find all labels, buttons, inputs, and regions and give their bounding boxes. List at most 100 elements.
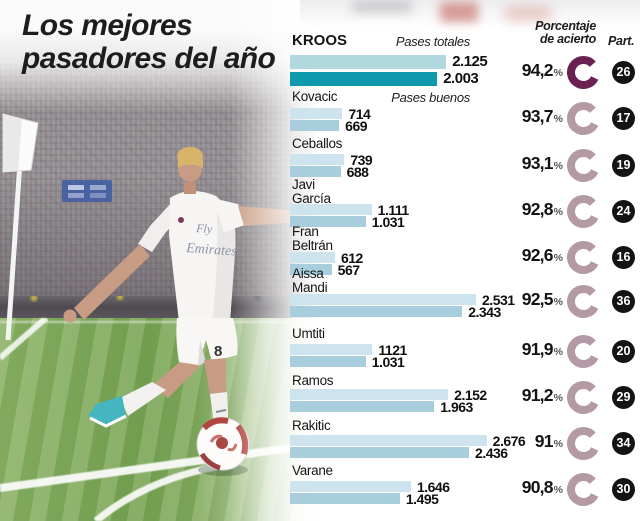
accuracy-value: 92,6% [521, 245, 563, 265]
pases-buenos-bar [290, 356, 366, 367]
pases-buenos-bar [290, 401, 435, 412]
pases-buenos-value: 2.003 [443, 70, 479, 87]
pases-buenos-value: 567 [337, 261, 360, 278]
player-name: Varane [292, 464, 333, 478]
title-line1: Los mejores [22, 9, 193, 42]
percent-sign: % [553, 113, 563, 125]
player-name-line: Ramos [292, 373, 334, 388]
pases-totales-value: 1.646 [416, 478, 450, 495]
pases-totales-bar [290, 344, 373, 355]
percent-sign: % [553, 392, 563, 404]
accuracy-ring-icon [567, 101, 599, 135]
background-artifact [440, 2, 478, 22]
percent-sign: % [553, 252, 563, 264]
accuracy-value: 91,2% [521, 385, 563, 405]
player-name: Aissa Mandi [292, 266, 328, 295]
page-title: Los mejores pasadores del año [22, 9, 276, 75]
legend-pases-buenos: Pases buenos [391, 90, 470, 105]
player-name-line: Mandi [292, 279, 328, 295]
pases-totales-value: 612 [340, 249, 363, 266]
background-artifact [505, 6, 551, 21]
appearances-badge: 34 [612, 431, 635, 455]
accuracy-ring-icon [567, 194, 599, 228]
percent-sign: % [553, 160, 563, 172]
player-name-line: Kovacic [292, 89, 338, 104]
pases-totales-value: 2.676 [492, 432, 526, 449]
player-name-line: Umtiti [292, 326, 325, 341]
corner-flag [2, 113, 39, 341]
player-photo: 8 Fly Emirates [0, 0, 320, 521]
background-artifact [352, 0, 412, 13]
accuracy-ring-icon [567, 472, 599, 506]
pases-totales-bar [290, 435, 487, 446]
pases-totales-value: 1.111 [377, 201, 410, 218]
percent-sign: % [553, 484, 563, 496]
accuracy-ring-icon [567, 380, 599, 414]
pases-buenos-value: 688 [346, 163, 369, 180]
player-name-line: Fran [292, 224, 319, 239]
accuracy-ring-icon [567, 148, 599, 182]
pases-buenos-bar [290, 447, 470, 458]
pases-buenos-bar [290, 264, 332, 275]
player-name-line: Javi [292, 177, 315, 192]
pases-buenos-bar [290, 166, 341, 177]
player-name-line: KROOS [292, 32, 348, 49]
appearances-badge: 36 [612, 289, 635, 313]
pases-buenos-value: 2.436 [475, 444, 508, 461]
player-name: Kovacic [292, 90, 337, 104]
jersey-sponsor-line1: Fly [195, 221, 214, 236]
appearances-badge: 26 [612, 60, 635, 84]
pases-buenos-bar [290, 120, 340, 131]
player-name-line: Rakitic [292, 418, 331, 433]
appearances-badge: 24 [612, 199, 635, 223]
pases-totales-bar [290, 252, 335, 263]
pases-totales-bar [290, 108, 343, 119]
pases-totales-value: 2.152 [454, 386, 487, 403]
player-name: Ceballos [292, 137, 342, 151]
accuracy-ring-icon [567, 284, 599, 318]
pases-buenos-bar [290, 306, 463, 317]
accuracy-ring-icon [567, 334, 599, 368]
player-name: Umtiti [292, 327, 325, 341]
shorts-number: 8 [214, 343, 222, 360]
appearances-badge: 29 [612, 385, 635, 409]
pases-totales-value: 1121 [378, 341, 407, 358]
accuracy-value: 93,7% [521, 106, 563, 126]
pases-totales-bar [290, 294, 477, 305]
pases-buenos-value: 1.495 [405, 490, 439, 507]
percent-sign: % [553, 346, 563, 358]
accuracy-value: 92,8% [521, 199, 563, 219]
player-name: Rakitic [292, 418, 331, 433]
player-name: Fran Beltrán [292, 225, 333, 252]
appearances-badge: 20 [612, 339, 635, 363]
pases-totales-bar [290, 154, 345, 165]
pases-buenos-bar [290, 72, 438, 86]
percent-sign: % [553, 206, 563, 218]
pases-totales-bar [290, 389, 449, 400]
accuracy-value: 90,8% [521, 477, 563, 497]
pases-totales-bar [290, 55, 447, 69]
accuracy-value: 93,1% [521, 153, 563, 173]
title-line2: pasadores del año [22, 42, 276, 75]
pases-buenos-bar [290, 216, 366, 227]
pases-buenos-value: 1.963 [440, 398, 473, 415]
accuracy-value: 92,5% [521, 289, 563, 309]
pases-totales-value: 2.125 [452, 53, 488, 70]
pases-totales-bar [290, 204, 372, 215]
accuracy-value: 91% [534, 431, 563, 451]
appearances-badge: 30 [612, 477, 635, 501]
accuracy-column-header: Porcentaje de acierto [535, 19, 596, 46]
pases-buenos-value: 2.343 [468, 303, 501, 320]
pases-totales-value: 714 [348, 105, 371, 122]
pases-totales-value: 2.531 [482, 291, 515, 308]
accuracy-value: 91,9% [521, 339, 563, 359]
pases-buenos-bar [290, 493, 400, 504]
accuracy-ring-icon [567, 426, 599, 460]
player-name-line: Varane [292, 463, 333, 478]
appearances-badge: 19 [612, 153, 635, 177]
player-name-line: Aissa [292, 266, 324, 281]
percent-sign: % [553, 438, 563, 450]
player-name: Javi García [292, 178, 331, 205]
